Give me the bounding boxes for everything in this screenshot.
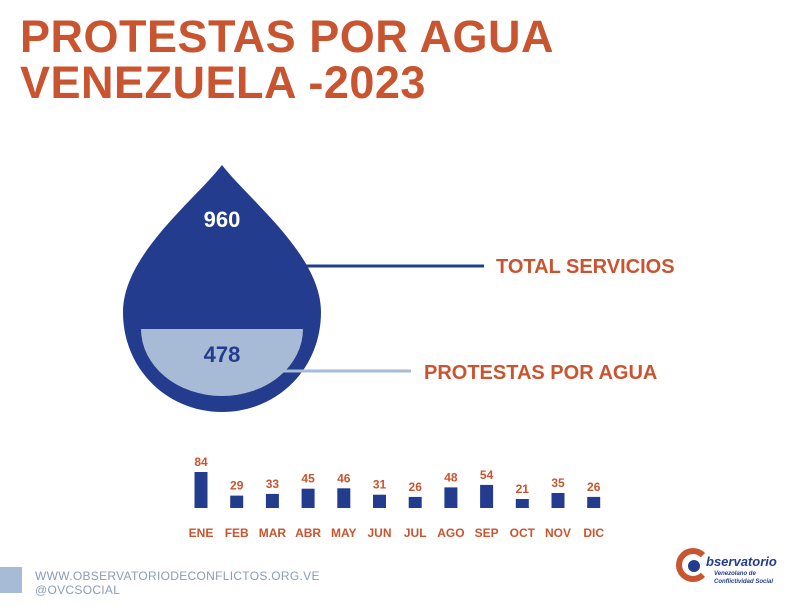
logo-g-mark: [676, 548, 710, 582]
tick-label-oct: OCT: [510, 526, 536, 540]
tick-label-abr: ABR: [295, 526, 321, 540]
data-label-ago: 48: [444, 470, 458, 484]
total-value: 960: [204, 207, 241, 232]
data-label-ene: 84: [194, 455, 208, 469]
bar-may: [337, 488, 351, 508]
bar-mar: [265, 493, 279, 508]
data-label-jul: 26: [409, 480, 423, 494]
website-link[interactable]: WWW.OBSERVATORIODECONFLICTOS.ORG.VE: [35, 569, 320, 583]
data-label-sep: 54: [480, 468, 494, 482]
tick-label-sep: SEP: [475, 526, 499, 540]
footer-square: [0, 567, 22, 593]
tick-label-feb: FEB: [225, 526, 249, 540]
social-handle[interactable]: @OVCSOCIAL: [35, 583, 121, 597]
title-line-1: PROTESTAS POR AGUA: [20, 11, 555, 62]
tick-label-jul: JUL: [404, 526, 427, 540]
water-protests-label: PROTESTAS POR AGUA: [424, 362, 658, 384]
bar-oct: [515, 499, 529, 508]
data-label-dic: 26: [587, 480, 601, 494]
tick-label-ene: ENE: [189, 526, 214, 540]
bar-sep: [480, 484, 494, 508]
data-label-feb: 29: [230, 479, 244, 493]
tick-label-mar: MAR: [259, 526, 287, 540]
logo-subtitle-2: Conflictividad Social: [714, 579, 774, 585]
tick-label-dic: DIC: [583, 526, 604, 540]
data-label-nov: 35: [551, 476, 565, 490]
bar-ago: [444, 487, 458, 508]
bar-nov: [551, 493, 565, 508]
tick-label-may: MAY: [331, 526, 357, 540]
observatorio-logo: bservatorio Venezolano de Conflictividad…: [676, 544, 788, 594]
water-drop-infographic: 960 478: [123, 165, 484, 412]
page-title: PROTESTAS POR AGUA VENEZUELA -2023: [20, 14, 554, 106]
title-line-2: VENEZUELA -2023: [20, 57, 426, 108]
bar-ene: [194, 472, 208, 508]
bar-jul: [408, 496, 422, 508]
bar-feb: [230, 495, 244, 508]
data-label-abr: 45: [301, 472, 315, 486]
tick-label-nov: NOV: [545, 526, 571, 540]
bar-abr: [301, 488, 315, 508]
bar-dic: [587, 496, 601, 508]
tick-label-ago: AGO: [437, 526, 464, 540]
monthly-bar-chart: 84 ENE 29 FEB 33 MAR 45 ABR 46 MAY 31 JUN 26 JUL 48 AGO…: [189, 455, 605, 540]
data-label-may: 46: [337, 471, 351, 485]
logo-subtitle-1: Venezolano de: [714, 571, 756, 577]
bar-jun: [373, 494, 386, 508]
data-label-mar: 33: [266, 477, 280, 491]
data-label-oct: 21: [516, 482, 530, 496]
total-services-label: TOTAL SERVICIOS: [496, 256, 675, 278]
data-label-jun: 31: [373, 478, 387, 492]
logo-name: bservatorio: [706, 554, 777, 569]
logo-dot: [688, 560, 700, 572]
tick-label-jun: JUN: [367, 526, 391, 540]
water-value: 478: [204, 342, 241, 367]
water-drop-fill-level: [141, 329, 303, 396]
